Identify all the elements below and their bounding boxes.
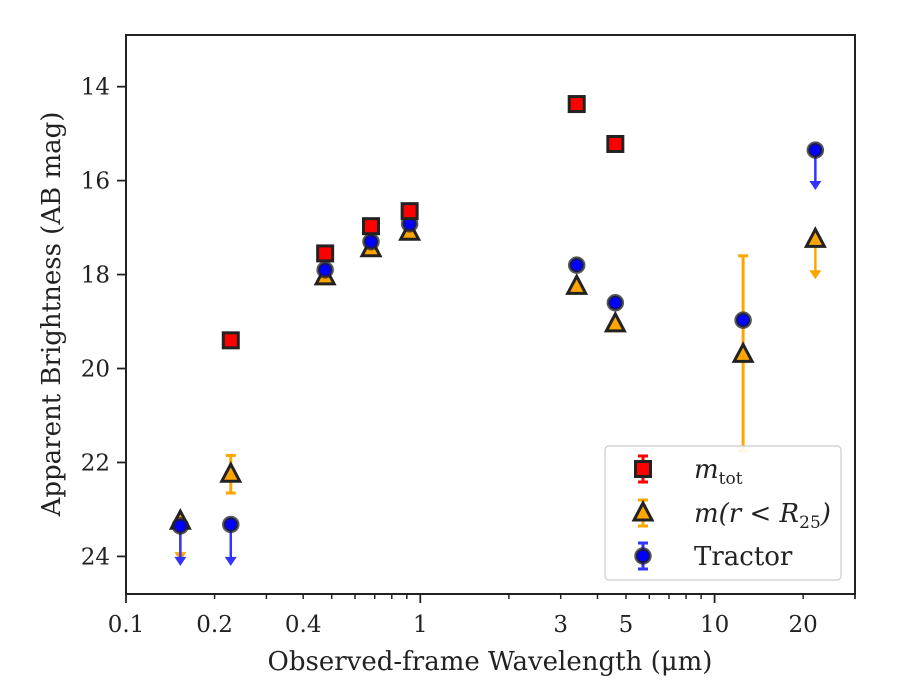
x-tick-label-5: 5 [619, 612, 634, 638]
series-2-point-1-limit-arrow-head [224, 556, 237, 566]
series-1-point-8-marker [803, 226, 827, 248]
x-tick-label-2: 0.4 [285, 612, 322, 638]
x-tick-label-6: 10 [700, 612, 729, 638]
legend-entry-1-marker [631, 499, 655, 522]
series-0-point-5-marker [606, 134, 625, 153]
series-1-point-8-limit-arrow-head [809, 270, 822, 280]
series-0-point-1-marker [316, 244, 335, 263]
y-tick-label-4: 22 [81, 450, 110, 476]
legend: mtot m(r < R25) Tractor [604, 445, 842, 581]
y-axis-ticks: 14 16 18 20 22 24 [81, 75, 126, 570]
series-0-point-0-marker [221, 331, 240, 350]
plot-frame [125, 34, 856, 595]
legend-entry-2-marker-disc [634, 547, 652, 565]
series-2-point-0-marker [171, 517, 190, 535]
legend-entry-0-label-main: m [694, 455, 719, 485]
legend-entry-2-marker [634, 547, 652, 565]
x-tick-label-0: 0.1 [108, 612, 145, 638]
data-marks [168, 95, 827, 566]
legend-box [604, 445, 842, 581]
series-1-point-6-marker [603, 310, 627, 333]
legend-entry-0-marker [634, 460, 652, 478]
legend-entry-0-label-sub: tot [719, 469, 743, 489]
points [168, 95, 827, 535]
x-tick-label-4: 3 [553, 612, 568, 638]
series-1-point-1-marker [219, 461, 243, 483]
series-0-point-2-marker [362, 217, 381, 236]
series-2-point-0-marker-disc [171, 517, 190, 535]
legend-entry-1-label-tail: ) [820, 499, 831, 529]
series-2-point-6-marker [606, 294, 625, 312]
series-2-point-2-marker-disc [316, 261, 334, 279]
y-tick-label-5: 24 [81, 544, 110, 570]
x-tick-label-3: 1 [413, 612, 428, 638]
series-1-point-5-marker [565, 273, 589, 295]
y-axis-label: Apparent Brightness (AB mag) [37, 112, 67, 518]
series-0-point-4-marker [567, 95, 586, 114]
legend-entry-1-label-main: m(r < R [694, 499, 799, 529]
x-tick-label-1: 0.2 [196, 612, 233, 638]
y-tick-label-1: 16 [81, 169, 110, 195]
series-2-point-1-marker-disc [222, 515, 240, 534]
series-2-point-0-limit-arrow-head [174, 556, 187, 566]
x-axis-label: Observed-frame Wavelength (μm) [268, 647, 713, 677]
series-2-point-5-marker-disc [567, 256, 586, 274]
legend-entry-0-label: mtot [694, 455, 743, 489]
series-2-point-3-marker [362, 232, 380, 251]
y-tick-label-2: 18 [81, 263, 110, 289]
series-2-point-7-marker-disc [734, 311, 752, 329]
series-2-point-7-marker [734, 311, 752, 329]
series-2-point-8-marker [806, 141, 825, 159]
series-2-point-5-marker [567, 256, 586, 274]
y-tick-label-0: 14 [81, 75, 110, 101]
series-2-point-2-marker [316, 261, 334, 279]
series-2-point-3-marker-disc [362, 232, 380, 251]
series-1-point-7-marker [731, 341, 755, 363]
y-tick-label-3: 20 [81, 357, 110, 383]
x-axis-ticks: 0.1 0.2 0.4 1 3 5 10 20 [108, 594, 856, 638]
series-2-point-8-limit-arrow-head [809, 181, 822, 191]
legend-entry-1-label: m(r < R25) [694, 499, 831, 533]
legend-entry-2-label-main: Tractor [694, 542, 793, 572]
series-2-point-8-marker-disc [806, 141, 825, 159]
legend-entry-2-label: Tractor [694, 542, 793, 572]
x-tick-label-7: 20 [789, 612, 818, 638]
series-2-point-1-marker [222, 515, 240, 534]
legend-entry-1-label-sub: 25 [799, 513, 821, 533]
series-0-point-3-marker [400, 202, 419, 221]
series-2-point-6-marker-disc [606, 294, 625, 312]
